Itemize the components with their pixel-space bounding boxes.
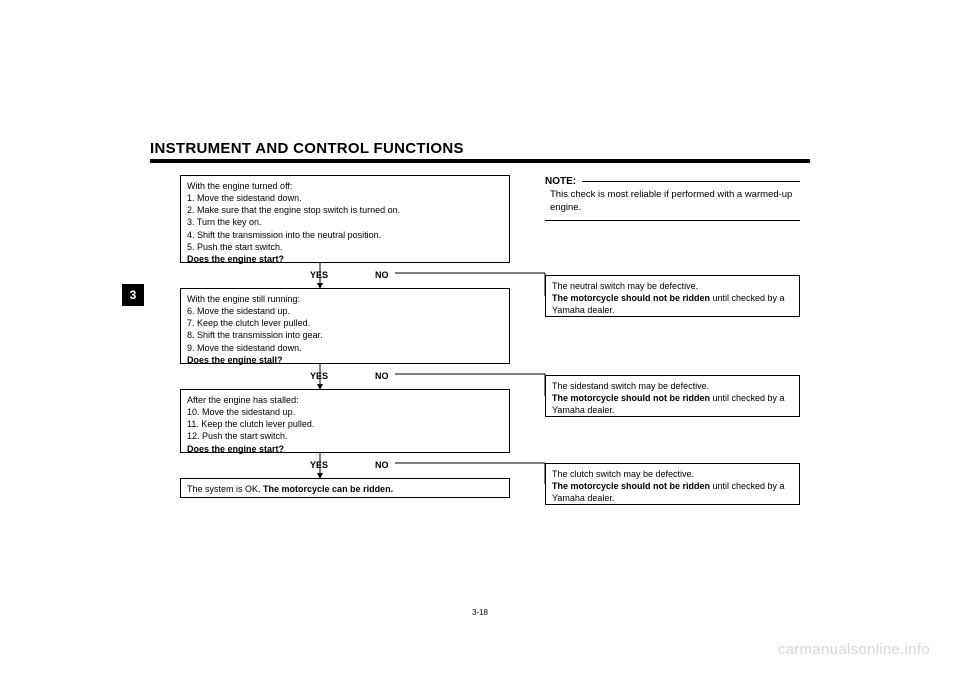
r3-a: The clutch switch may be defective. (552, 468, 793, 480)
no-1: NO (375, 269, 389, 281)
yes-3: YES (310, 459, 328, 471)
page-body: INSTRUMENT AND CONTROL FUNCTIONS With (150, 140, 810, 595)
box4-a: The system is OK. (187, 484, 263, 494)
r3-b: The motorcycle should not be ridden (552, 481, 710, 491)
flow-box-4: The system is OK. The motorcycle can be … (180, 478, 510, 498)
r1-b: The motorcycle should not be ridden (552, 293, 710, 303)
no-2: NO (375, 370, 389, 382)
title-rule (150, 159, 810, 163)
box2-q: Does the engine stall? (187, 354, 503, 366)
yes-2: YES (310, 370, 328, 382)
yes-1: YES (310, 269, 328, 281)
flow-box-3: After the engine has stalled: 10. Move t… (180, 389, 510, 453)
result-box-2: The sidestand switch may be defective. T… (545, 375, 800, 417)
box3-q: Does the engine start? (187, 443, 503, 455)
box1-l4: 4. Shift the transmission into the neutr… (187, 229, 503, 241)
page-title: INSTRUMENT AND CONTROL FUNCTIONS (150, 140, 810, 157)
result-box-1: The neutral switch may be defective. The… (545, 275, 800, 317)
r2-b: The motorcycle should not be ridden (552, 393, 710, 403)
flow-content: With the engine turned off: 1. Move the … (150, 175, 810, 595)
box3-l11: 11. Keep the clutch lever pulled. (187, 418, 503, 430)
box2-l8: 8. Shift the transmission into gear. (187, 329, 503, 341)
box1-q: Does the engine start? (187, 253, 503, 265)
box1-intro: With the engine turned off: (187, 180, 503, 192)
result-box-3: The clutch switch may be defective. The … (545, 463, 800, 505)
note-label: NOTE: (545, 175, 576, 189)
box1-l3: 3. Turn the key on. (187, 216, 503, 228)
box2-l6: 6. Move the sidestand up. (187, 305, 503, 317)
box3-intro: After the engine has stalled: (187, 394, 503, 406)
box4-b: The motorcycle can be ridden. (263, 484, 393, 494)
page-number: 3-18 (0, 608, 960, 617)
note-rule-bottom (545, 220, 800, 221)
flow-box-2: With the engine still running: 6. Move t… (180, 288, 510, 364)
box3-l10: 10. Move the sidestand up. (187, 406, 503, 418)
section-tab: 3 (122, 284, 144, 306)
watermark: carmanualsonline.info (778, 641, 930, 658)
box1-l1: 1. Move the sidestand down. (187, 192, 503, 204)
box3-l12: 12. Push the start switch. (187, 430, 503, 442)
no-3: NO (375, 459, 389, 471)
box2-l7: 7. Keep the clutch lever pulled. (187, 317, 503, 329)
note-text: This check is most reliable if performed… (550, 189, 800, 215)
r2-a: The sidestand switch may be defective. (552, 380, 793, 392)
box1-l5: 5. Push the start switch. (187, 241, 503, 253)
box1-l2: 2. Make sure that the engine stop switch… (187, 204, 503, 216)
note-rule-top (582, 181, 800, 182)
box2-l9: 9. Move the sidestand down. (187, 342, 503, 354)
r1-a: The neutral switch may be defective. (552, 280, 793, 292)
flow-box-1: With the engine turned off: 1. Move the … (180, 175, 510, 263)
box2-intro: With the engine still running: (187, 293, 503, 305)
